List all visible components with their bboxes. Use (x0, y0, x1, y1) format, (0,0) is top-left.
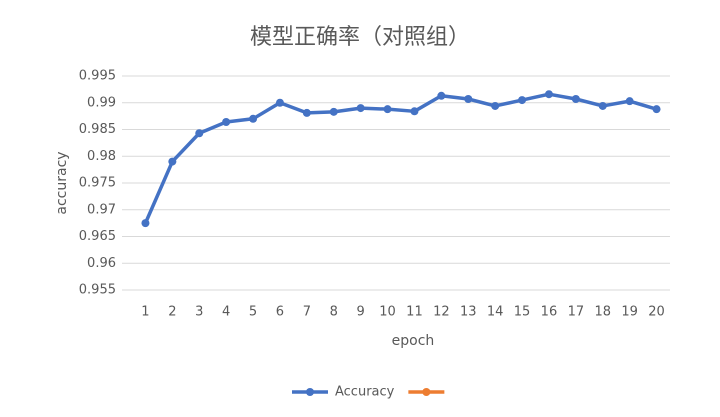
x-tick-label: 11 (406, 305, 423, 320)
point (383, 105, 392, 114)
point (652, 105, 661, 114)
y-tick-label: 0.955 (79, 283, 116, 298)
point (249, 114, 258, 123)
point (141, 219, 150, 228)
legend-marker (422, 388, 431, 396)
x-tick-label: 10 (379, 305, 396, 320)
point (302, 108, 311, 117)
point (195, 129, 204, 138)
y-axis-title: accuracy (54, 151, 70, 214)
x-tick-label: 7 (303, 305, 311, 320)
x-tick-label: 15 (514, 305, 531, 320)
y-tick-label: 0.98 (87, 149, 116, 164)
point (222, 118, 231, 127)
x-tick-label: 18 (594, 305, 611, 320)
point (437, 91, 446, 100)
x-tick-label: 19 (621, 305, 638, 320)
x-tick-label: 4 (222, 305, 230, 320)
x-tick-label: 5 (249, 305, 257, 320)
point (571, 95, 580, 104)
x-tick-label: 3 (195, 305, 203, 320)
x-tick-label: 1 (141, 305, 149, 320)
x-tick-label: 9 (357, 305, 365, 320)
x-tick-label: 12 (433, 305, 450, 320)
x-tick-label: 13 (460, 305, 477, 320)
x-tick-label: 16 (541, 305, 558, 320)
y-tick-label: 0.995 (79, 69, 116, 84)
point (329, 107, 338, 116)
line (143, 92, 658, 224)
x-tick-label: 20 (648, 305, 665, 320)
point (275, 98, 284, 107)
x-tick-label: 2 (168, 305, 176, 320)
point (168, 157, 177, 166)
y-tick-label: 0.97 (87, 202, 116, 217)
point (625, 97, 634, 106)
point (464, 95, 473, 104)
legend-label: Accuracy (335, 385, 395, 400)
x-tick-label: 17 (568, 305, 585, 320)
point (491, 101, 500, 110)
x-axis-title: epoch (392, 333, 435, 349)
x-tick-label: 6 (276, 305, 284, 320)
point (410, 107, 419, 116)
y-tick-label: 0.975 (79, 176, 116, 191)
point (598, 101, 607, 110)
point (544, 90, 553, 99)
point (518, 96, 527, 105)
legend-marker (306, 388, 314, 396)
y-tick-label: 0.965 (79, 229, 116, 244)
y-tick-label: 0.985 (79, 122, 116, 137)
x-tick-label: 14 (487, 305, 504, 320)
chart-title: 模型正确率（对照组） (250, 25, 470, 50)
y-tick-label: 0.99 (87, 95, 116, 110)
x-tick-label: 8 (330, 305, 338, 320)
y-tick-label: 0.96 (87, 256, 116, 271)
point (356, 104, 365, 113)
